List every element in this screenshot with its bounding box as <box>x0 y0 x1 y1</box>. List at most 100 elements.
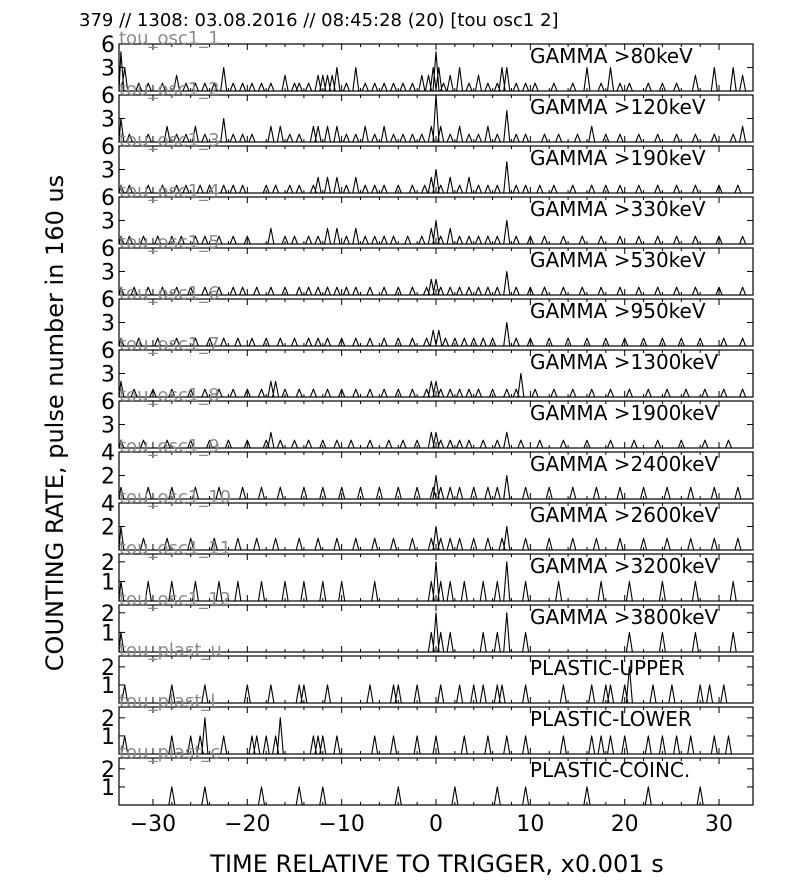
y-tick-label: 3 <box>101 159 115 184</box>
y-tick-label: 1 <box>101 725 115 750</box>
y-tick-label: 3 <box>101 108 115 133</box>
channel-label: tou_osc1_8 <box>119 385 220 406</box>
series-line <box>118 270 753 296</box>
y-tick-label: 4 <box>101 492 115 517</box>
panel-label: GAMMA >330keV <box>530 197 706 221</box>
channel-label: tou_osc1_3 <box>119 130 220 151</box>
y-tick-label: 3 <box>101 414 115 439</box>
panel-label: GAMMA >190keV <box>530 146 706 170</box>
y-tick-label: 2 <box>101 516 115 541</box>
y-tick-label: 1 <box>101 674 115 699</box>
y-tick-label: 6 <box>101 339 115 364</box>
series-line <box>118 474 753 500</box>
panel-label: GAMMA >3200keV <box>530 554 719 578</box>
panel-tou_osc1_6: 36 GAMMA >950keV tou_osc1_6 <box>101 283 754 347</box>
y-tick-label: 1 <box>101 776 115 801</box>
series-line <box>118 372 753 398</box>
series-line <box>118 94 753 143</box>
channel-label: tou_osc1_7 <box>119 334 220 355</box>
panel-tou_osc1_11: 12 GAMMA >3200keV tou_osc1_11 <box>101 538 754 602</box>
y-tick-label: 6 <box>101 84 115 109</box>
panel-label: GAMMA >1300keV <box>530 350 719 374</box>
channel-label: tou_osc1_1 <box>119 28 220 49</box>
series-line <box>118 219 753 245</box>
panel-tou_osc1_1: 36 GAMMA >80keV tou_osc1_1 <box>101 28 754 92</box>
panel-label: GAMMA >3800keV <box>530 605 719 629</box>
panel-tou_osc1_7: 36 GAMMA >1300keV tou_osc1_7 <box>101 334 754 398</box>
y-tick-label: 2 <box>101 656 115 681</box>
y-tick-label: 4 <box>101 441 115 466</box>
channel-label: tou_osc1_9 <box>119 436 220 457</box>
series-line <box>119 717 753 755</box>
y-tick-label: 3 <box>101 57 115 82</box>
panel-tou_plast_u: 12 PLASTIC-UPPER tou_plast_u <box>101 640 754 704</box>
panel-tou_osc1_8: 36 GAMMA >1900keV tou_osc1_8 <box>101 385 754 449</box>
series-line <box>119 666 753 704</box>
x-tick-label: 10 <box>516 812 544 837</box>
y-tick-label: 6 <box>101 186 115 211</box>
series-line <box>119 786 753 806</box>
channel-label: tou_osc1_4 <box>119 181 220 202</box>
x-tick-label: −20 <box>224 812 270 837</box>
panel-tou_osc1_2: 36 GAMMA >120keV tou_osc1_2 <box>101 79 754 143</box>
panel-tou_osc1_3: 36 GAMMA >190keV tou_osc1_3 <box>101 130 754 194</box>
series-line <box>118 612 753 653</box>
series-line <box>118 161 753 194</box>
panel-tou_osc1_5: 36 GAMMA >530keV tou_osc1_5 <box>101 232 754 296</box>
channel-label: tou_plast_l <box>119 691 215 712</box>
series-line <box>118 321 753 347</box>
y-tick-label: 1 <box>101 570 115 595</box>
panel-label: PLASTIC-UPPER <box>530 656 685 680</box>
panel-tou_osc1_4: 36 GAMMA >330keV tou_osc1_4 <box>101 181 754 245</box>
panel-label: GAMMA >950keV <box>530 299 706 323</box>
panel-label: GAMMA >1900keV <box>530 401 719 425</box>
x-tick-label: 0 <box>429 812 443 837</box>
chart-header: 379 // 1308: 03.08.2016 // 08:45:28 (20)… <box>79 10 559 31</box>
y-tick-label: 3 <box>101 210 115 235</box>
y-tick-label: 2 <box>101 602 115 627</box>
channel-label: tou_osc1_2 <box>119 79 220 100</box>
panel-label: GAMMA >2600keV <box>530 503 719 527</box>
channel-label: tou_plast_c <box>119 742 220 763</box>
y-tick-label: 6 <box>101 288 115 313</box>
y-tick-label: 2 <box>101 758 115 783</box>
y-tick-label: 3 <box>101 261 115 286</box>
panel-tou_osc1_10: 24 GAMMA >2600keV tou_osc1_10 <box>101 487 754 551</box>
channel-label: tou_osc1_5 <box>119 232 220 253</box>
y-tick-label: 6 <box>101 33 115 58</box>
x-tick-label: −10 <box>318 812 364 837</box>
panel-label: GAMMA >120keV <box>530 95 706 119</box>
panel-tou_osc1_12: 12 GAMMA >3800keV tou_osc1_12 <box>101 589 754 653</box>
series-line <box>118 525 753 551</box>
y-tick-label: 2 <box>101 465 115 490</box>
x-axis-title: TIME RELATIVE TO TRIGGER, x0.001 s <box>209 850 663 878</box>
series-line <box>118 431 753 449</box>
y-tick-label: 2 <box>101 551 115 576</box>
y-tick-label: 6 <box>101 135 115 160</box>
y-tick-label: 3 <box>101 363 115 388</box>
panel-label: GAMMA >530keV <box>530 248 706 272</box>
y-tick-label: 6 <box>101 237 115 262</box>
y-axis-title: COUNTING RATE, pulse number in 160 us <box>41 175 69 671</box>
x-tick-label: 30 <box>705 812 733 837</box>
x-tick-label: 20 <box>611 812 639 837</box>
panel-tou_plast_c: 12 PLASTIC-COINC. tou_plast_c <box>101 742 754 806</box>
panel-label: GAMMA >2400keV <box>530 452 719 476</box>
channel-label: tou_plast_u <box>119 640 222 661</box>
y-tick-label: 6 <box>101 390 115 415</box>
channel-label: tou_osc1_12 <box>119 589 231 610</box>
x-tick-label: −30 <box>130 812 176 837</box>
panel-tou_plast_l: 12 PLASTIC-LOWER tou_plast_l <box>101 691 754 755</box>
y-tick-label: 1 <box>101 621 115 646</box>
channel-label: tou_osc1_10 <box>119 487 231 508</box>
y-tick-label: 2 <box>101 707 115 732</box>
panel-label: PLASTIC-LOWER <box>530 707 692 731</box>
series-line <box>118 561 753 602</box>
panel-label: GAMMA >80keV <box>530 44 693 68</box>
panel-tou_osc1_9: 24 GAMMA >2400keV tou_osc1_9 <box>101 436 754 500</box>
y-tick-label: 3 <box>101 312 115 337</box>
channel-label: tou_osc1_11 <box>119 538 231 559</box>
series-line <box>118 51 753 92</box>
